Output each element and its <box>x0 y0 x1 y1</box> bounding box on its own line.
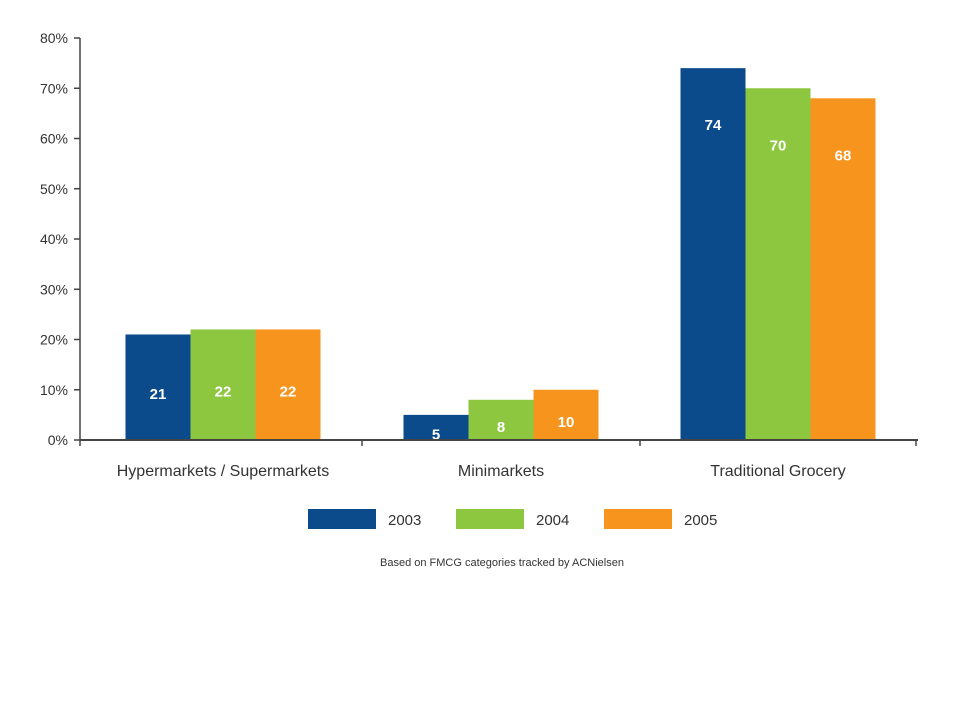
bar <box>745 88 811 440</box>
bar <box>810 98 876 441</box>
bar <box>125 334 191 440</box>
bars: 21 22 22 5 8 10 74 70 68 <box>125 68 876 443</box>
bar <box>680 68 746 441</box>
x-axis-ticks <box>79 440 917 446</box>
legend-label: 2003 <box>388 512 421 529</box>
y-tick-label: 70% <box>40 80 68 96</box>
y-tick-label: 40% <box>40 231 68 247</box>
data-label: 22 <box>280 384 297 401</box>
y-tick-label: 60% <box>40 131 68 147</box>
legend-label: 2004 <box>536 512 569 529</box>
legend: 2003 2004 2005 <box>308 509 717 529</box>
category-label: Minimarkets <box>458 463 544 480</box>
category-label: Hypermarkets / Supermarkets <box>117 463 330 480</box>
bar <box>533 389 599 440</box>
data-label: 68 <box>835 147 852 164</box>
category-label: Traditional Grocery <box>710 463 845 480</box>
data-label: 8 <box>497 419 505 436</box>
data-label: 70 <box>770 137 787 154</box>
category-labels: Hypermarkets / Supermarkets Minimarkets Tr… <box>117 463 846 480</box>
data-label: 22 <box>215 384 232 401</box>
y-tick-label: 10% <box>40 382 68 398</box>
data-label: 5 <box>432 426 440 443</box>
data-label: 10 <box>558 414 575 431</box>
legend-swatch <box>456 509 524 529</box>
y-tick-label: 20% <box>40 332 68 348</box>
y-axis-ticks: 0% 10% 20% 30% 40% 50% 60% 70% 80% <box>40 30 80 448</box>
y-tick-label: 80% <box>40 30 68 46</box>
legend-label: 2005 <box>684 512 717 529</box>
footnote: Based on FMCG categories tracked by ACNi… <box>380 557 624 569</box>
y-tick-label: 50% <box>40 181 68 197</box>
bar <box>190 329 256 440</box>
data-label: 21 <box>150 386 167 403</box>
legend-swatch <box>604 509 672 529</box>
y-tick-label: 30% <box>40 281 68 297</box>
bar <box>403 414 469 440</box>
data-label: 74 <box>705 117 722 134</box>
bar <box>255 329 321 440</box>
bar <box>468 399 534 440</box>
y-tick-label: 0% <box>48 432 68 448</box>
legend-swatch <box>308 509 376 529</box>
